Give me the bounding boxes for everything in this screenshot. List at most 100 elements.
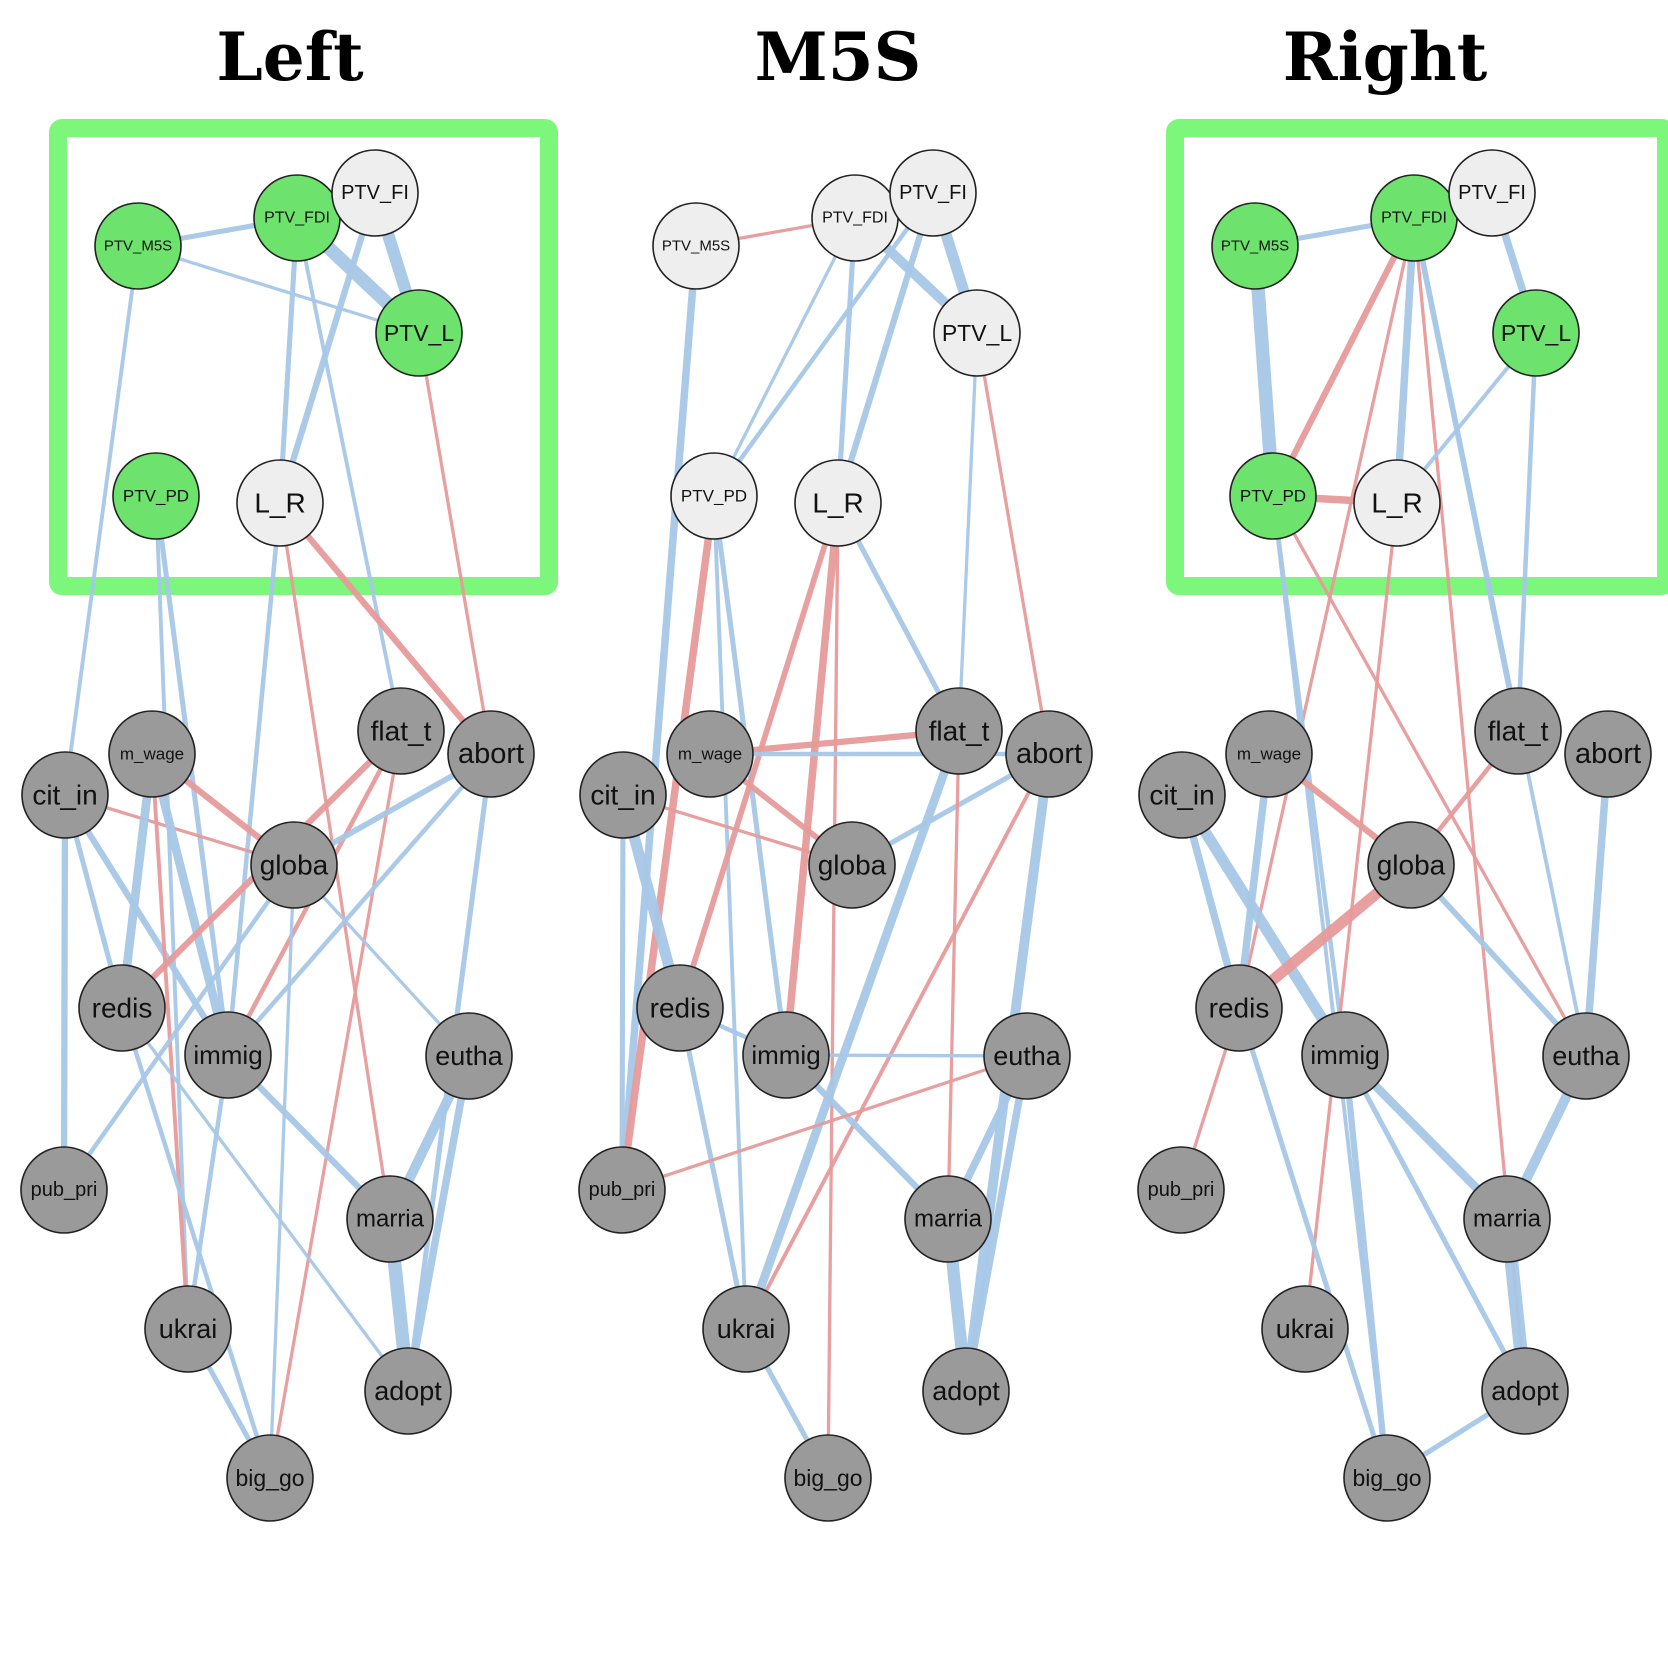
node-label: PTV_L [942,320,1013,346]
node-label: eutha [993,1041,1062,1071]
panel-title: Right [1283,18,1488,96]
node-label: m_wage [1237,745,1301,764]
node-circle [1261,1285,1349,1373]
edge-eutha-adopt [962,1055,1031,1392]
node-cit_in: cit_in [21,751,109,839]
node-globa: globa [808,821,896,909]
edge-PTV_FDI-L_R [1393,217,1418,504]
node-circle [742,1011,830,1099]
node-PTV_L: PTV_L [375,289,463,377]
node-m_wage: m_wage [108,710,196,798]
node-circle [78,964,166,1052]
node-circle [1005,710,1093,798]
edge-PTV_M5S-pub_pri [618,245,700,1191]
panel-left: Left PTV_M5S PTV_FDI PTV_FI PTV_L PTV_PD L_Rci… [20,18,558,1522]
node-marria: marria [904,1175,992,1263]
node-PTV_FDI: PTV_FDI [1370,174,1458,262]
node-abort: abort [1564,710,1652,798]
node-label: eutha [435,1041,504,1071]
node-label: redis [650,993,711,1024]
node-label: m_wage [120,745,184,764]
node-eutha: eutha [425,1012,513,1100]
edge-PTV_FI-PTV_PD [712,191,935,498]
edge-PTV_PD-eutha [1271,495,1588,1057]
node-redis: redis [78,964,166,1052]
node-circle [20,1146,108,1234]
node-circle [112,452,200,540]
node-label: pub_pri [1148,1179,1215,1201]
edge-redis-adopt [120,1007,410,1392]
node-m_wage: m_wage [666,710,754,798]
node-label: ukrai [1276,1314,1335,1344]
node-adopt: adopt [1481,1347,1569,1435]
node-circle [1542,1012,1630,1100]
node-label: PTV_FDI [822,210,888,227]
edge-L_R-immig [225,502,283,1056]
highlight-box [49,119,558,595]
edge-PTV_FDI-L_R [277,217,300,504]
panel-right: Right PTV_M5S PTV_FDI PTV_FI PTV_L PTV_PD L_Rc… [1137,18,1668,1522]
node-circle [1474,687,1562,775]
node-label: redis [1209,993,1270,1024]
node-circle [226,1434,314,1522]
node-marria: marria [346,1175,434,1263]
node-circle [784,1434,872,1522]
node-circle [1448,149,1536,237]
node-label: big_go [235,1465,304,1491]
node-circle [1564,710,1652,798]
node-PTV_FI: PTV_FI [331,149,419,237]
edge-flat_t-marria [946,730,961,1220]
node-flat_t: flat_t [1474,687,1562,775]
node-layer: PTV_M5S PTV_FDI PTV_FI PTV_L PTV_PD L_R cit_in… [1137,149,1652,1522]
node-label: PTV_PD [681,487,747,506]
node-circle [331,149,419,237]
node-layer: PTV_M5S PTV_FDI PTV_FI PTV_L PTV_PD L_R cit_in… [578,149,1093,1522]
node-label: PTV_PD [1240,487,1306,506]
node-label: L_R [1371,488,1422,519]
edge-flat_t-ukrai [741,729,964,1331]
node-PTV_M5S: PTV_M5S [652,202,740,290]
node-circle [652,202,740,290]
node-circle [794,459,882,547]
node-label: adopt [1491,1376,1559,1406]
node-circle [357,687,445,775]
edge-PTV_FDI-PTV_PD [712,217,857,497]
node-abort: abort [1005,710,1093,798]
edge-PTV_L-abort [975,332,1051,755]
node-cit_in: cit_in [579,751,667,839]
node-big_go: big_go [226,1434,314,1522]
node-adopt: adopt [364,1347,452,1435]
node-circle [915,687,1003,775]
node-circle [1225,710,1313,798]
edge-cit_in-pub_pri [619,794,626,1191]
node-label: marria [356,1206,425,1233]
edge-cit_in-immig [62,793,231,1057]
node-label: pub_pri [31,1179,98,1201]
edge-redis-big_go [119,1007,273,1479]
edge-globa-big_go [268,864,296,1479]
edge-PTV_PD-pub_pri [618,495,718,1191]
node-label: redis [92,993,153,1024]
node-circle [1492,289,1580,377]
edge-eutha-pub_pri [621,1054,1028,1192]
node-abort: abort [447,710,535,798]
edge-abort-ukrai [744,753,1051,1330]
edge-immig-big_go [1341,1054,1391,1479]
node-circle [346,1175,434,1263]
node-circle [1343,1434,1431,1522]
node-circle [670,452,758,540]
node-circle [1353,459,1441,547]
node-label: globa [1377,850,1446,881]
node-label: ukrai [717,1314,776,1344]
node-circle [144,1285,232,1373]
node-label: PTV_M5S [1221,238,1289,255]
node-label: globa [818,850,887,881]
edge-PTV_FDI-flat_t [295,217,403,732]
node-PTV_FI: PTV_FI [1448,149,1536,237]
node-label: PTV_M5S [662,238,730,255]
node-label: immig [193,1040,262,1070]
edge-PTV_M5S-PTV_L [137,244,420,335]
node-label: flat_t [1488,716,1549,747]
node-circle [108,710,196,798]
edge-PTV_FI-L_R [276,192,379,504]
